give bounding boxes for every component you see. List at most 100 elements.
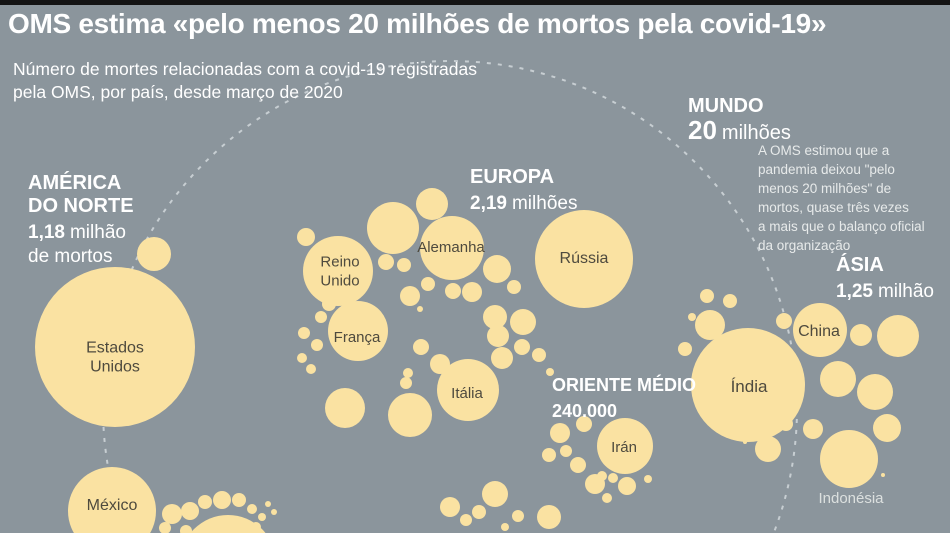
country-bubble — [881, 473, 885, 477]
country-bubble — [159, 522, 171, 533]
country-bubble — [247, 504, 257, 514]
country-bubble — [755, 436, 781, 462]
chart-subtitle: Número de mortes relacionadas com a covi… — [13, 58, 477, 104]
country-bubble — [297, 228, 315, 246]
country-bubble — [877, 315, 919, 357]
region-name: EUROPA — [470, 166, 555, 188]
country-bubble — [695, 310, 725, 340]
country-label: Índia — [731, 377, 768, 396]
country-bubble — [417, 306, 423, 312]
country-bubble — [776, 313, 792, 329]
country-label: Irán — [611, 439, 637, 456]
world-label: MUNDO — [688, 95, 764, 117]
country-bubble-México — [68, 467, 156, 533]
heading-north-america: AMÉRICA DO NORTE 1,18 milhão de mortos — [28, 172, 134, 268]
region-value: 2,19 milhões — [470, 193, 578, 214]
page-title: OMS estima «pelo menos 20 milhões de mor… — [8, 8, 827, 39]
country-bubble — [487, 325, 509, 347]
country-bubble-Estados Unidos — [35, 267, 195, 427]
country-bubble — [190, 515, 266, 533]
country-bubble — [576, 416, 592, 432]
country-bubble — [322, 297, 336, 311]
country-label: Reino Unido — [320, 254, 359, 290]
heading-world: MUNDO 20 milhões — [688, 95, 791, 145]
country-bubble — [180, 525, 192, 533]
country-bubble — [850, 324, 872, 346]
region-name-line2: DO NORTE — [28, 195, 134, 217]
country-bubble — [678, 342, 692, 356]
country-bubble — [570, 457, 586, 473]
country-bubble — [803, 419, 823, 439]
country-bubble — [413, 339, 429, 355]
country-bubble — [608, 473, 618, 483]
country-bubble — [325, 388, 365, 428]
country-bubble — [743, 440, 747, 444]
country-bubble — [271, 509, 277, 515]
country-bubble — [232, 493, 246, 507]
country-bubble — [297, 353, 307, 363]
country-bubble — [550, 423, 570, 443]
country-bubble — [367, 202, 419, 254]
region-value: 240.000 — [552, 401, 618, 421]
country-bubble — [388, 393, 432, 437]
heading-europe: EUROPA 2,19 milhões — [470, 166, 577, 216]
country-bubble — [510, 309, 536, 335]
country-bubble — [162, 504, 182, 524]
country-bubble-França — [328, 301, 388, 361]
country-bubble — [315, 311, 327, 323]
country-bubble — [482, 481, 508, 507]
country-bubble — [820, 361, 856, 397]
country-bubble — [644, 475, 652, 483]
annotation-note: A OMS estimou que a pandemia deixou "pel… — [758, 143, 925, 253]
country-label: Rússia — [560, 250, 609, 267]
country-bubble — [462, 282, 482, 302]
country-bubble — [403, 368, 413, 378]
country-bubble-Rússia — [535, 210, 633, 308]
country-bubble — [779, 417, 793, 431]
country-label: China — [798, 323, 840, 340]
subtitle-line-2: pela OMS, por país, desde março de 2020 — [13, 82, 343, 102]
country-bubble — [507, 280, 521, 294]
country-bubble — [512, 510, 524, 522]
country-bubble — [542, 448, 556, 462]
world-value: 20 milhões — [688, 115, 791, 145]
country-bubble — [597, 471, 607, 481]
country-bubble — [483, 305, 507, 329]
region-value: 1,25 milhão — [836, 281, 934, 302]
country-bubble — [416, 188, 448, 220]
country-label: Alemanha — [417, 239, 485, 256]
country-bubble — [440, 497, 460, 517]
country-bubble — [688, 313, 696, 321]
country-bubble — [306, 364, 316, 374]
country-bubble — [857, 374, 893, 410]
country-bubble — [514, 339, 530, 355]
region-name: ORIENTE MÉDIO — [552, 375, 697, 395]
country-label: Itália — [451, 385, 483, 402]
country-bubble — [430, 354, 450, 374]
country-bubble — [397, 258, 411, 272]
country-bubble — [537, 505, 561, 529]
country-label: França — [334, 329, 381, 346]
country-bubble-Alemanha — [420, 216, 484, 280]
country-bubble — [445, 283, 461, 299]
country-bubble — [873, 414, 901, 442]
country-label: México — [87, 497, 138, 514]
country-bubble — [460, 514, 472, 526]
country-bubble — [298, 327, 310, 339]
country-bubble-China — [793, 303, 847, 357]
country-bubble — [700, 289, 714, 303]
country-bubble — [181, 502, 199, 520]
country-bubble — [560, 445, 572, 457]
country-label: Estados Unidos — [86, 340, 144, 376]
country-bubble — [491, 347, 513, 369]
country-bubble — [546, 368, 554, 376]
country-bubble — [137, 237, 171, 271]
country-bubble — [421, 277, 435, 291]
country-bubble-Irán — [597, 418, 653, 474]
country-bubble-Índia — [691, 328, 805, 442]
country-bubble-Indonésia — [820, 430, 878, 488]
country-bubble — [532, 348, 546, 362]
country-bubble — [258, 513, 266, 521]
region-name-line1: AMÉRICA — [28, 172, 122, 194]
